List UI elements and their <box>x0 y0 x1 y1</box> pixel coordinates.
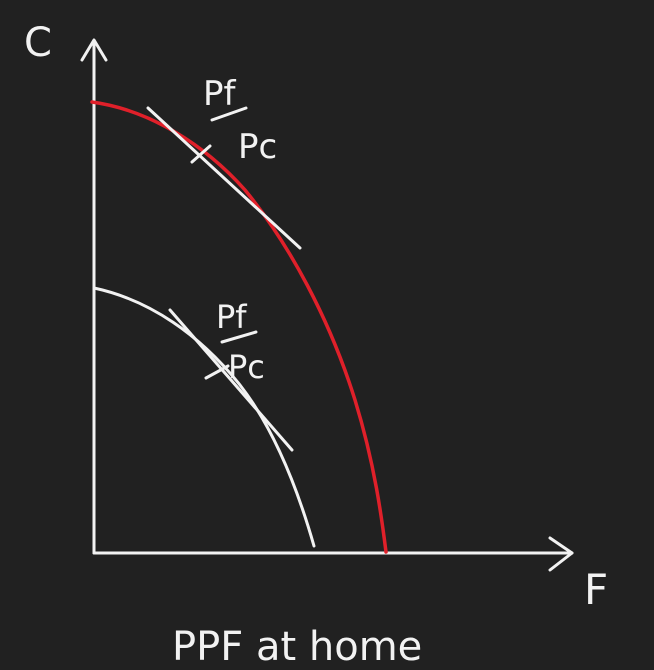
outer-tangency-tick <box>190 144 212 164</box>
inner-price-line <box>168 308 294 452</box>
inner-price-ratio: Pf Pc <box>216 298 265 386</box>
inner-price-ratio-denominator: Pc <box>228 348 265 386</box>
inner-price-ratio-numerator: Pf <box>216 298 247 336</box>
axes <box>80 38 574 572</box>
outer-price-line <box>146 106 302 250</box>
y-axis-label: C <box>24 20 52 66</box>
y-axis-arrowhead <box>80 38 108 62</box>
x-axis-label: F <box>584 565 608 614</box>
inner-tangency-tick <box>204 364 230 380</box>
outer-price-ratio-denominator: Pc <box>238 127 277 167</box>
outer-price-ratio: Pf Pc <box>203 74 277 167</box>
inner-price-ratio-bar <box>220 330 258 344</box>
diagram-caption: PPF at home <box>172 624 422 670</box>
x-axis-arrowhead <box>548 536 574 572</box>
outer-price-ratio-numerator: Pf <box>203 74 237 114</box>
outer-price-ratio-bar <box>210 106 248 122</box>
inner-ppf-curve <box>92 286 316 548</box>
